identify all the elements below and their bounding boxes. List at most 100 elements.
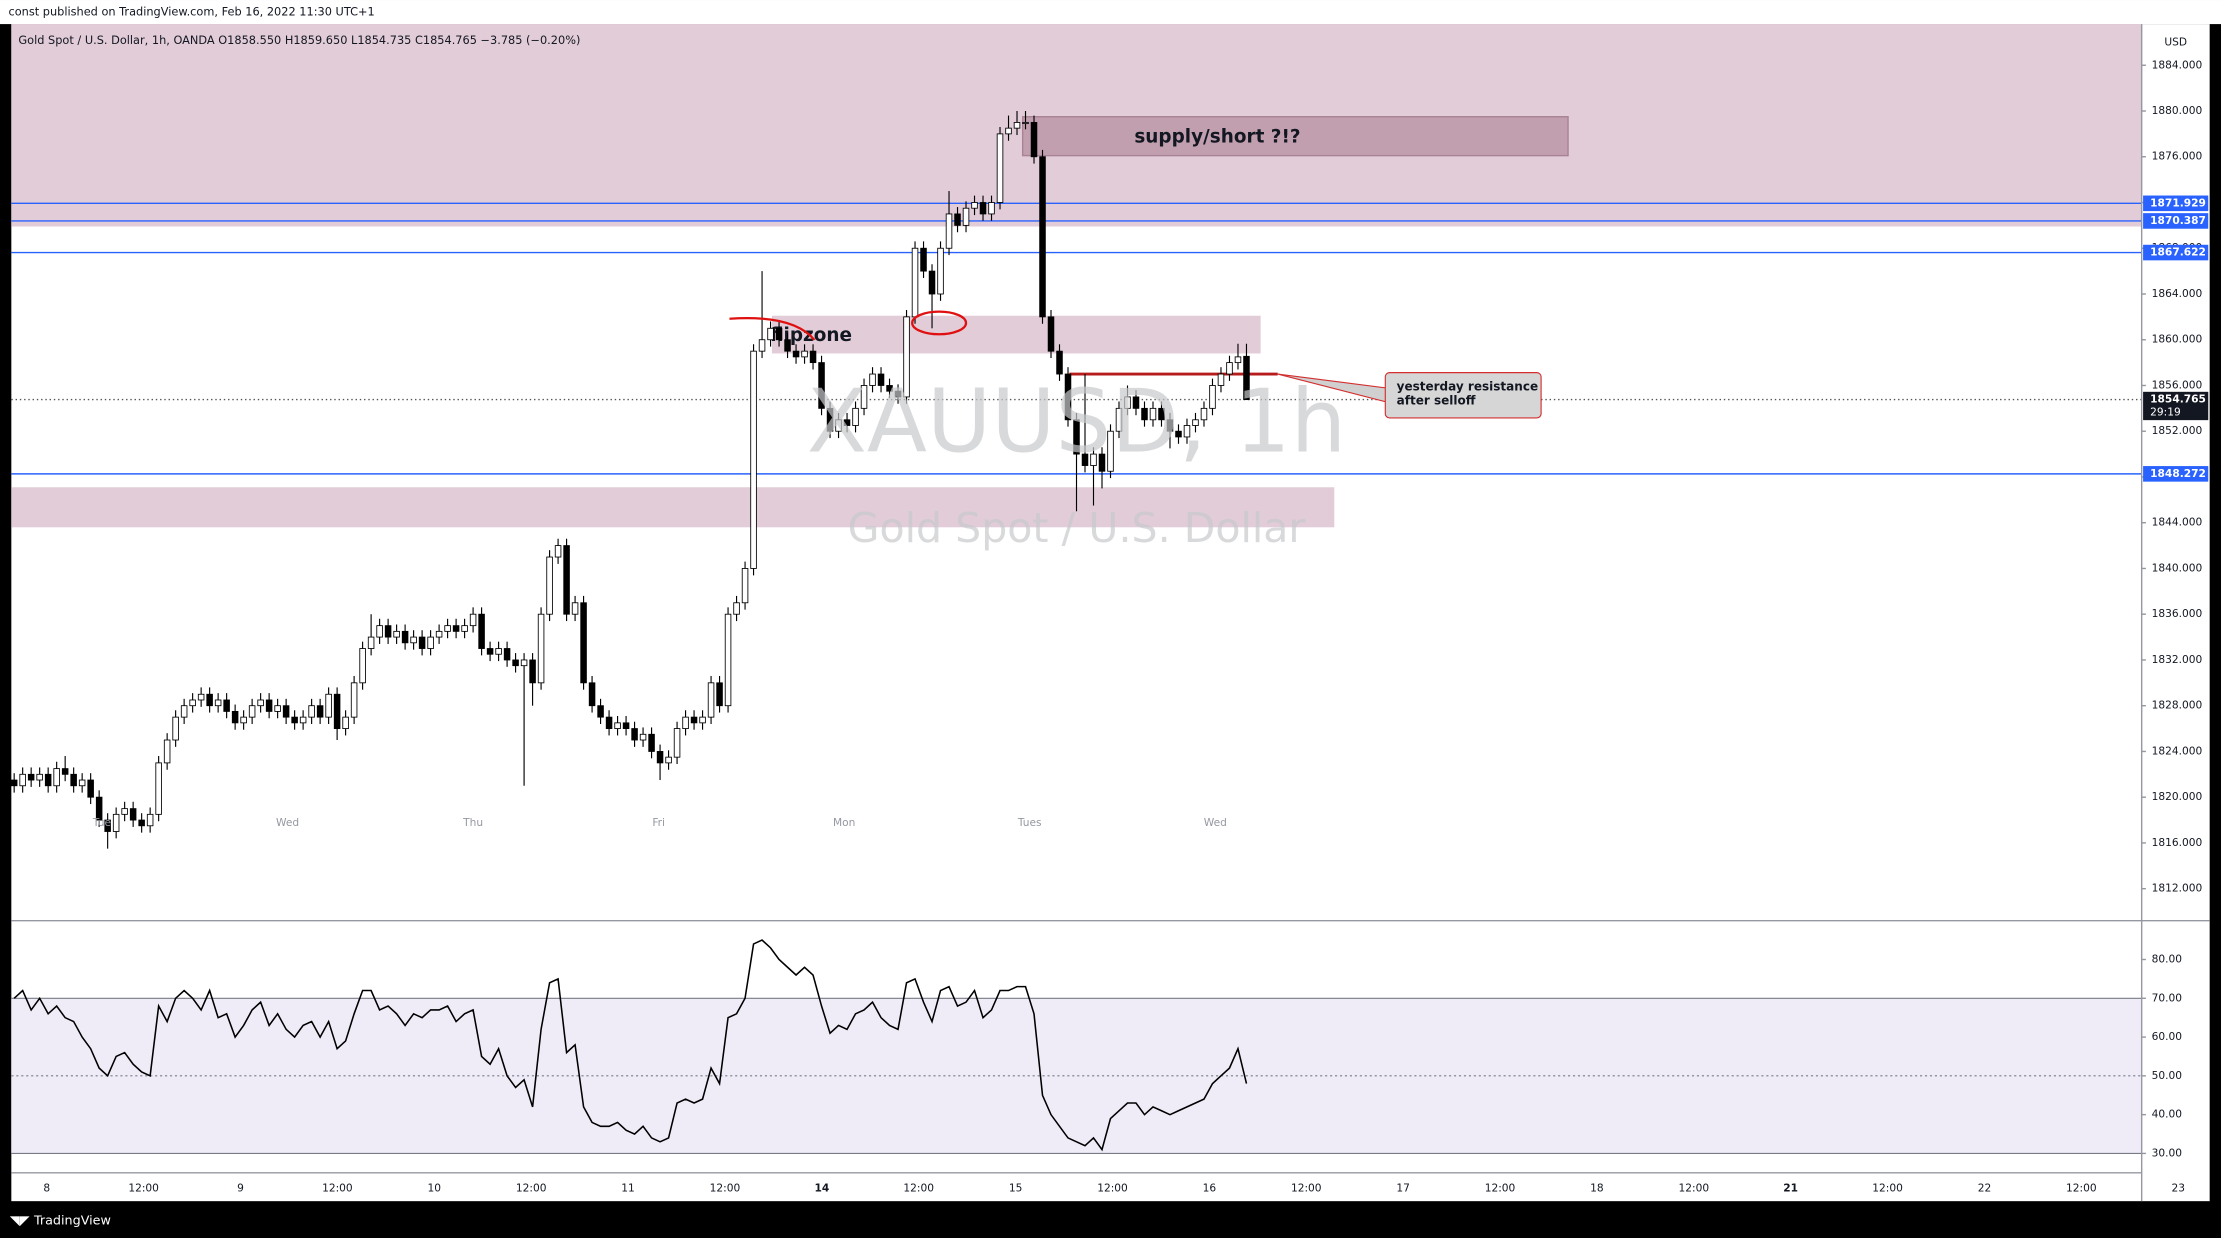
candle-body bbox=[10, 779, 18, 787]
candle-body bbox=[716, 682, 723, 707]
candle-body bbox=[1149, 407, 1157, 421]
published-note: const published on TradingView.com, Feb … bbox=[8, 5, 374, 19]
rsi-tick-label: 70.00 bbox=[2152, 991, 2183, 1004]
y-tick-label: 1852.000 bbox=[2152, 424, 2203, 437]
candle-body bbox=[1098, 453, 1106, 472]
candle-body bbox=[503, 648, 511, 661]
candle-body bbox=[775, 327, 783, 341]
candle-body bbox=[1064, 373, 1072, 421]
candle-body bbox=[597, 705, 604, 718]
day-label: Tue bbox=[92, 816, 111, 829]
candle-body bbox=[1039, 156, 1046, 318]
rsi-tick-label: 50.00 bbox=[2152, 1069, 2183, 1082]
candle-body bbox=[801, 350, 808, 358]
y-tick-label: 1856.000 bbox=[2152, 378, 2203, 391]
x-tick-label: 12:00 bbox=[128, 1181, 159, 1194]
candle-body bbox=[512, 659, 519, 667]
red-sketch bbox=[729, 317, 816, 341]
candle-body bbox=[401, 630, 409, 644]
candle-body bbox=[61, 768, 69, 775]
candle-body bbox=[53, 768, 60, 787]
x-tick-label: 14 bbox=[814, 1181, 829, 1194]
x-tick-label: 12:00 bbox=[1291, 1181, 1322, 1194]
candle-body bbox=[563, 545, 570, 615]
candle-body bbox=[1243, 355, 1250, 401]
candle-body bbox=[546, 556, 553, 615]
candle-body bbox=[78, 779, 86, 787]
y-tick-label: 1876.000 bbox=[2152, 150, 2203, 163]
candle-body bbox=[733, 602, 740, 615]
candle-body bbox=[631, 728, 638, 741]
candle-body bbox=[214, 699, 222, 707]
level-label: 1848.272 bbox=[2150, 467, 2206, 480]
x-tick-label: 21 bbox=[1783, 1181, 1798, 1194]
candle-body bbox=[1141, 407, 1148, 421]
candle-body bbox=[818, 362, 825, 409]
level-label: 1871.929 bbox=[2150, 196, 2206, 209]
watermark-description: Gold Spot / U.S. Dollar bbox=[848, 504, 1306, 552]
candle-body bbox=[435, 630, 443, 638]
candle-body bbox=[291, 716, 298, 724]
candle-body bbox=[1132, 396, 1140, 409]
candle-body bbox=[121, 808, 128, 815]
candle-body bbox=[376, 625, 383, 638]
candle-body bbox=[155, 762, 162, 815]
candle-body bbox=[393, 630, 400, 638]
candle-body bbox=[70, 773, 77, 787]
candle-body bbox=[690, 716, 698, 724]
candle-body bbox=[520, 659, 528, 667]
candle-body bbox=[163, 739, 171, 764]
candle-body bbox=[129, 808, 137, 821]
candle-body bbox=[954, 213, 961, 226]
candle-body bbox=[622, 722, 630, 729]
candle-body bbox=[248, 705, 256, 718]
level-badge bbox=[2143, 213, 2209, 229]
candle-body bbox=[189, 699, 196, 707]
callout-text: yesterday resistance bbox=[1397, 379, 1538, 393]
y-tick-label: 1824.000 bbox=[2152, 744, 2203, 757]
day-label: Wed bbox=[276, 816, 299, 829]
candle-body bbox=[308, 705, 315, 718]
candle-body bbox=[665, 756, 672, 764]
candle-body bbox=[809, 350, 817, 364]
candle-body bbox=[614, 722, 621, 729]
candle-body bbox=[172, 716, 179, 741]
rsi-tick-label: 80.00 bbox=[2152, 952, 2183, 965]
last-price-badge bbox=[2143, 391, 2209, 421]
candle-body bbox=[860, 385, 868, 409]
candle-body bbox=[1124, 396, 1131, 409]
rsi-tick-label: 30.00 bbox=[2152, 1146, 2183, 1159]
candle-body bbox=[1209, 385, 1216, 409]
candle-body bbox=[495, 648, 502, 655]
x-tick-label: 12:00 bbox=[903, 1181, 934, 1194]
candle-body bbox=[903, 316, 910, 398]
candle-body bbox=[112, 813, 120, 832]
candle-body bbox=[240, 716, 247, 724]
candle-body bbox=[945, 213, 953, 249]
candle-body bbox=[350, 682, 358, 718]
candle-body bbox=[180, 705, 188, 718]
candle-body bbox=[826, 407, 834, 432]
candle-body bbox=[741, 568, 749, 604]
candle-body bbox=[333, 693, 341, 729]
candle-body bbox=[580, 602, 587, 684]
red-circle bbox=[911, 310, 968, 336]
candle-body bbox=[257, 699, 264, 707]
candle-body bbox=[427, 636, 434, 649]
x-tick-label: 12:00 bbox=[2066, 1181, 2097, 1194]
day-label: Mon bbox=[833, 816, 855, 829]
candle-body bbox=[911, 247, 919, 318]
candle-body bbox=[784, 339, 791, 352]
x-tick-label: 22 bbox=[1978, 1181, 1992, 1194]
candle-body bbox=[750, 350, 757, 569]
candle-body bbox=[1022, 122, 1029, 125]
callout-box bbox=[1384, 372, 1542, 419]
candle-body bbox=[529, 659, 536, 684]
candle-body bbox=[36, 773, 43, 781]
zone bbox=[11, 487, 1335, 528]
candle-body bbox=[299, 716, 307, 724]
x-tick-label: 10 bbox=[428, 1181, 442, 1194]
zone bbox=[771, 315, 1261, 354]
candle-body bbox=[231, 710, 239, 724]
